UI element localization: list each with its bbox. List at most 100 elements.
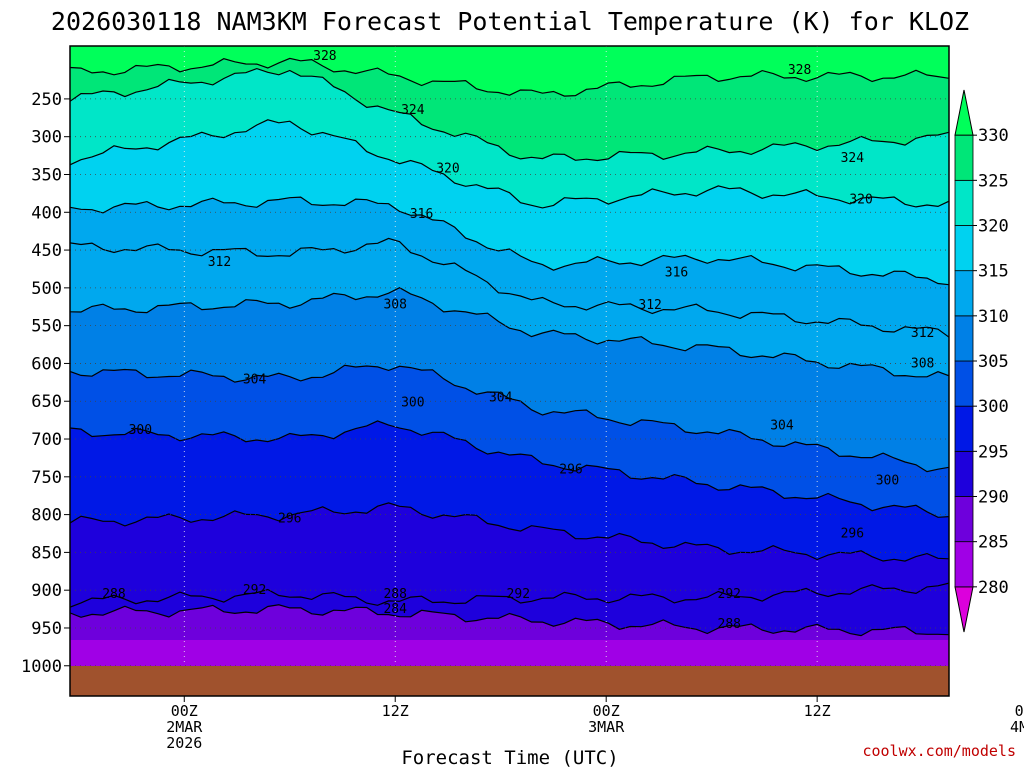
- contour-label: 328: [313, 49, 336, 64]
- y-tick-label: 600: [31, 354, 62, 374]
- colorbar-label: 300: [978, 397, 1009, 417]
- x-axis-label: Forecast Time (UTC): [401, 747, 618, 768]
- contour-label: 328: [788, 63, 811, 78]
- contour-label: 292: [507, 587, 530, 602]
- y-tick-label: 650: [31, 392, 62, 412]
- contour-label: 320: [849, 192, 872, 207]
- contour-316: [70, 196, 949, 286]
- contour-label: 308: [383, 297, 406, 312]
- y-tick-label: 900: [31, 581, 62, 601]
- x-tick-label: 00Z: [1015, 702, 1024, 720]
- colorbar-swatch: [954, 270, 974, 317]
- contour-300: [70, 420, 949, 518]
- y-tick-label: 300: [31, 128, 62, 148]
- y-tick-label: 350: [31, 165, 62, 185]
- contour-label: 300: [401, 396, 424, 411]
- y-tick-label: 800: [31, 506, 62, 526]
- contour-label: 296: [841, 527, 864, 542]
- contour-label: 316: [665, 266, 688, 281]
- contour-320: [70, 119, 949, 209]
- contour-labels: 328 328 324 324 320 320 316 316 312 312 312 308 308 3…: [102, 49, 934, 632]
- contour-label: 312: [638, 298, 661, 313]
- x-tick-label: 2026: [166, 734, 202, 752]
- contour-label: 292: [718, 587, 741, 602]
- y-tick-label: 700: [31, 430, 62, 450]
- colorbar-label: 295: [978, 442, 1009, 462]
- y-tick-label: 750: [31, 468, 62, 488]
- contour-label: 292: [243, 583, 266, 598]
- contour-label: 324: [841, 151, 865, 166]
- contour-label: 296: [278, 511, 301, 526]
- colorbar-swatch: [954, 496, 974, 543]
- x-tick-label: 00Z: [593, 702, 620, 720]
- contour-288: [70, 604, 949, 637]
- contour-lines: [70, 57, 949, 637]
- grid-lines: [70, 46, 949, 696]
- contour-label: 296: [559, 462, 582, 477]
- colorbar-label: 315: [978, 262, 1009, 282]
- plot-frame: [69, 45, 950, 697]
- y-tick-label: 850: [31, 543, 62, 563]
- colorbar-swatch: [954, 450, 974, 497]
- y-tick-label: 450: [31, 241, 62, 261]
- colorbar-label: 285: [978, 533, 1009, 553]
- x-tick-label: 3MAR: [588, 718, 625, 736]
- colorbar-swatch: [954, 179, 974, 226]
- y-tick-label: 1000: [21, 657, 62, 677]
- contour-label: 308: [911, 356, 934, 371]
- y-tick-label: 250: [31, 90, 62, 110]
- x-tick-label: 12Z: [382, 702, 409, 720]
- contour-label: 304: [243, 372, 267, 387]
- colorbar: 280 285 290 295 300 305 310 315 320 325 330: [954, 89, 1009, 633]
- x-tick-label: 4MAR: [1010, 718, 1024, 736]
- contour-label: 284: [383, 602, 407, 617]
- colorbar-swatch-low: [954, 586, 974, 633]
- y-axis: 250 300 350 400 450 500 550 600 650 700 750 800 850 9…: [21, 90, 70, 677]
- x-tick-label: 12Z: [804, 702, 831, 720]
- colorbar-swatch: [954, 541, 974, 588]
- colorbar-swatch: [954, 405, 974, 452]
- colorbar-label: 280: [978, 578, 1009, 598]
- colorbar-swatch: [954, 225, 974, 272]
- colorbar-label: 330: [978, 126, 1009, 146]
- contour-328: [70, 57, 949, 97]
- x-tick-label: 2MAR: [166, 718, 203, 736]
- y-tick-label: 550: [31, 317, 62, 337]
- contour-324: [70, 67, 949, 162]
- colorbar-swatch: [954, 360, 974, 407]
- contour-label: 300: [876, 474, 899, 489]
- contour-label: 288: [383, 587, 406, 602]
- contour-label: 312: [911, 326, 934, 341]
- contour-304: [70, 364, 949, 473]
- y-tick-label: 500: [31, 279, 62, 299]
- colorbar-swatch: [954, 134, 974, 181]
- contour-label: 320: [436, 161, 459, 176]
- contour-312: [70, 237, 949, 338]
- contour-296: [70, 502, 949, 562]
- contour-292: [70, 582, 949, 608]
- colorbar-label: 305: [978, 352, 1009, 372]
- y-tick-label: 400: [31, 203, 62, 223]
- x-axis: 00Z2MAR202612Z00Z3MAR12Z00Z4MAR: [166, 696, 1024, 752]
- plot-area: 328 328 324 324 320 320 316 316 312 312 312 308 308 3…: [69, 45, 950, 697]
- contour-label: 324: [401, 103, 425, 118]
- contour-label: 316: [410, 207, 433, 222]
- colorbar-label: 325: [978, 171, 1009, 191]
- colorbar-label: 320: [978, 217, 1009, 237]
- colorbar-label: 310: [978, 307, 1009, 327]
- x-tick-label: 00Z: [171, 702, 198, 720]
- contour-label: 312: [208, 255, 231, 270]
- contour-label: 304: [489, 390, 513, 405]
- filled-bands: [70, 46, 949, 696]
- credit-text: coolwx.com/models: [862, 742, 1016, 760]
- contour-label: 288: [718, 617, 741, 632]
- contour-label: 304: [770, 418, 794, 433]
- contour-label: 300: [129, 423, 152, 438]
- contour-308: [70, 287, 949, 378]
- colorbar-label: 290: [978, 488, 1009, 508]
- colorbar-swatch-high: [954, 89, 974, 136]
- colorbar-swatch: [954, 315, 974, 362]
- contour-label: 288: [102, 587, 125, 602]
- band-surface: [70, 640, 949, 670]
